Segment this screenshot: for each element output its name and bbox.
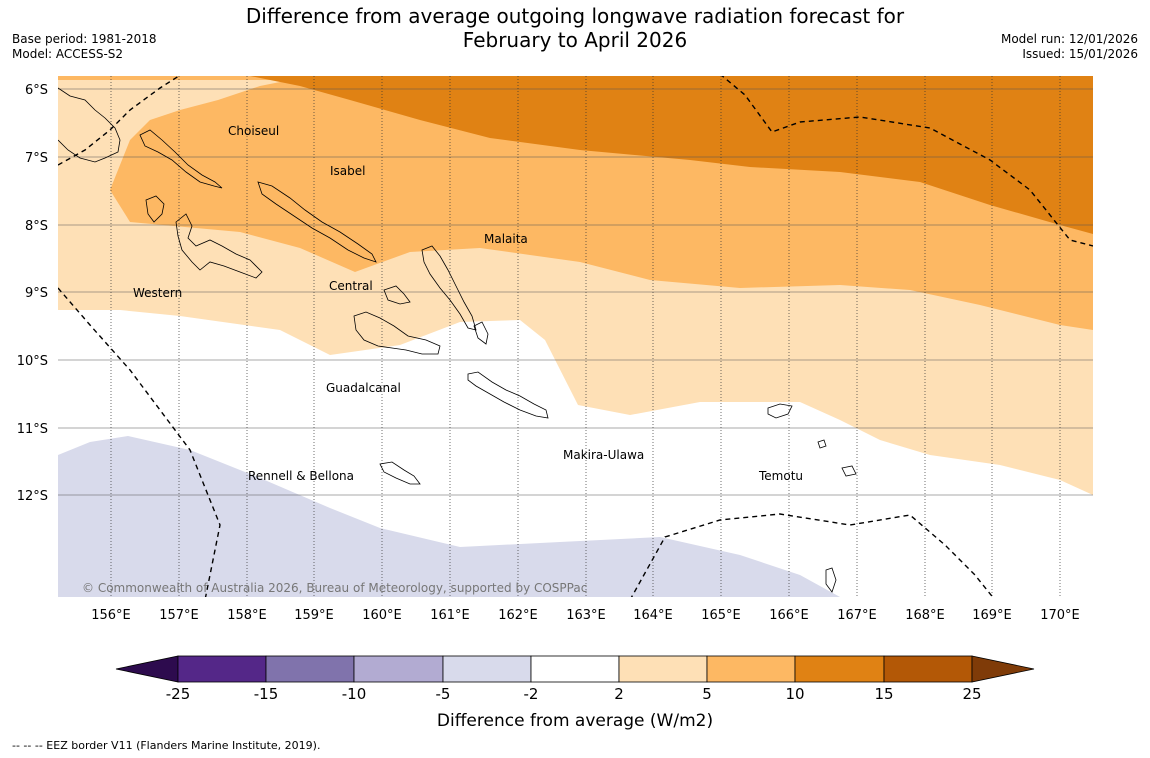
colorbar-tick: 10 <box>785 685 804 703</box>
lat-label: 9°S <box>25 286 48 301</box>
rennell-coast <box>379 461 421 485</box>
eez-south-east <box>630 513 994 597</box>
colorbar-tick: -2 <box>524 685 539 703</box>
lat-axis: 6°S 7°S 8°S 9°S 10°S 11°S 12°S <box>17 83 48 504</box>
map-title: Difference from average outgoing longwav… <box>230 4 920 52</box>
lon-label: 167°E <box>837 608 877 623</box>
eez-north-east <box>721 76 1093 247</box>
colorbar-tick: -15 <box>254 685 279 703</box>
colorbar-segment <box>530 655 620 683</box>
meta-right: Model run: 12/01/2026 Issued: 15/01/2026 <box>1001 32 1138 62</box>
region-label: Makira-Ulawa <box>563 448 644 462</box>
new-georgia-coast <box>175 213 263 279</box>
region-label: Guadalcanal <box>326 381 401 395</box>
colorbar-segment <box>618 655 708 683</box>
colorbar-segment <box>265 655 355 683</box>
makira-coast <box>467 371 549 419</box>
florida-islands-coast <box>383 285 411 305</box>
region-label: Temotu <box>758 469 803 483</box>
region-label: Choiseul <box>228 124 279 138</box>
region-label: Rennell & Bellona <box>248 469 354 483</box>
base-period: Base period: 1981-2018 <box>12 32 157 46</box>
malaita-coast <box>421 245 477 331</box>
colorbar-high-extend <box>971 655 1035 683</box>
lon-axis: 156°E 157°E 158°E 159°E 160°E 161°E 162°… <box>91 608 1080 623</box>
colorbar-tick: -5 <box>436 685 451 703</box>
lon-label: 157°E <box>159 608 199 623</box>
colorbar-tick: 5 <box>702 685 712 703</box>
lon-label: 162°E <box>498 608 538 623</box>
colorbar-segment <box>177 655 267 683</box>
choiseul-coast <box>139 129 223 189</box>
colorbar-tick: -25 <box>166 685 191 703</box>
lon-label: 166°E <box>769 608 809 623</box>
vella-coast <box>145 195 165 223</box>
coastlines <box>58 87 857 593</box>
colorbar-segment <box>353 655 444 683</box>
lon-label: 164°E <box>633 608 673 623</box>
vanikoro-coast <box>841 465 857 477</box>
tikopia-coast <box>825 567 837 593</box>
lat-label: 12°S <box>17 489 48 504</box>
lon-label: 168°E <box>905 608 945 623</box>
colorbar: -25 -15 -10 -5 -2 2 5 10 15 25 Differenc… <box>115 655 1035 731</box>
lon-label: 158°E <box>227 608 267 623</box>
lat-label: 7°S <box>25 151 48 166</box>
bougainville-coast <box>58 87 121 163</box>
graticule <box>58 88 1093 496</box>
issued-date: Issued: 15/01/2026 <box>1022 47 1138 61</box>
santa-cruz-coast <box>767 403 793 419</box>
colorbar-segment <box>706 655 796 683</box>
region-label: Isabel <box>330 164 365 178</box>
lat-label: 6°S <box>25 83 48 98</box>
lon-label: 169°E <box>972 608 1012 623</box>
colorbar-segment <box>883 655 973 683</box>
colorbar-tick: 25 <box>962 685 981 703</box>
model-name: Model: ACCESS-S2 <box>12 47 124 61</box>
eez-west <box>58 287 221 597</box>
lon-label: 165°E <box>701 608 741 623</box>
colorbar-segment <box>442 655 532 683</box>
meta-left: Base period: 1981-2018 Model: ACCESS-S2 <box>12 32 157 62</box>
copyright-credit: © Commonwealth of Australia 2026, Bureau… <box>82 581 587 595</box>
region-label: Central <box>329 279 373 293</box>
title-line-1: Difference from average outgoing longwav… <box>245 4 905 28</box>
colorbar-title: Difference from average (W/m2) <box>437 711 713 731</box>
region-labels: Choiseul Isabel Malaita Western Central … <box>133 124 803 483</box>
colorbar-segment <box>794 655 885 683</box>
colorbar-tick: 2 <box>614 685 624 703</box>
model-run: Model run: 12/01/2026 <box>1000 32 1138 46</box>
lat-label: 11°S <box>17 422 48 437</box>
lon-label: 159°E <box>294 608 334 623</box>
lon-label: 161°E <box>430 608 470 623</box>
lon-label: 163°E <box>566 608 606 623</box>
colorbar-tick: -10 <box>342 685 367 703</box>
region-label: Malaita <box>484 232 528 246</box>
band-minus5-to-minus2 <box>58 436 840 597</box>
small-malaita-coast <box>473 321 489 345</box>
utupua-coast <box>817 439 827 449</box>
lat-label: 10°S <box>17 354 48 369</box>
lon-label: 170°E <box>1040 608 1080 623</box>
band-10-to-15 <box>250 76 1093 234</box>
eez-borders <box>58 76 1093 597</box>
eez-footnote: -- -- -- EEZ border V11 (Flanders Marine… <box>12 739 321 752</box>
colorbar-low-extend <box>115 655 179 683</box>
title-line-2: February to April 2026 <box>462 28 688 52</box>
map-frame: Choiseul Isabel Malaita Western Central … <box>58 76 1093 597</box>
lat-label: 8°S <box>25 219 48 234</box>
isabel-coast <box>257 181 377 263</box>
guadalcanal-coast <box>353 311 441 355</box>
lon-label: 156°E <box>91 608 131 623</box>
colorbar-tick: 15 <box>874 685 893 703</box>
lon-label: 160°E <box>362 608 402 623</box>
region-label: Western <box>133 286 182 300</box>
